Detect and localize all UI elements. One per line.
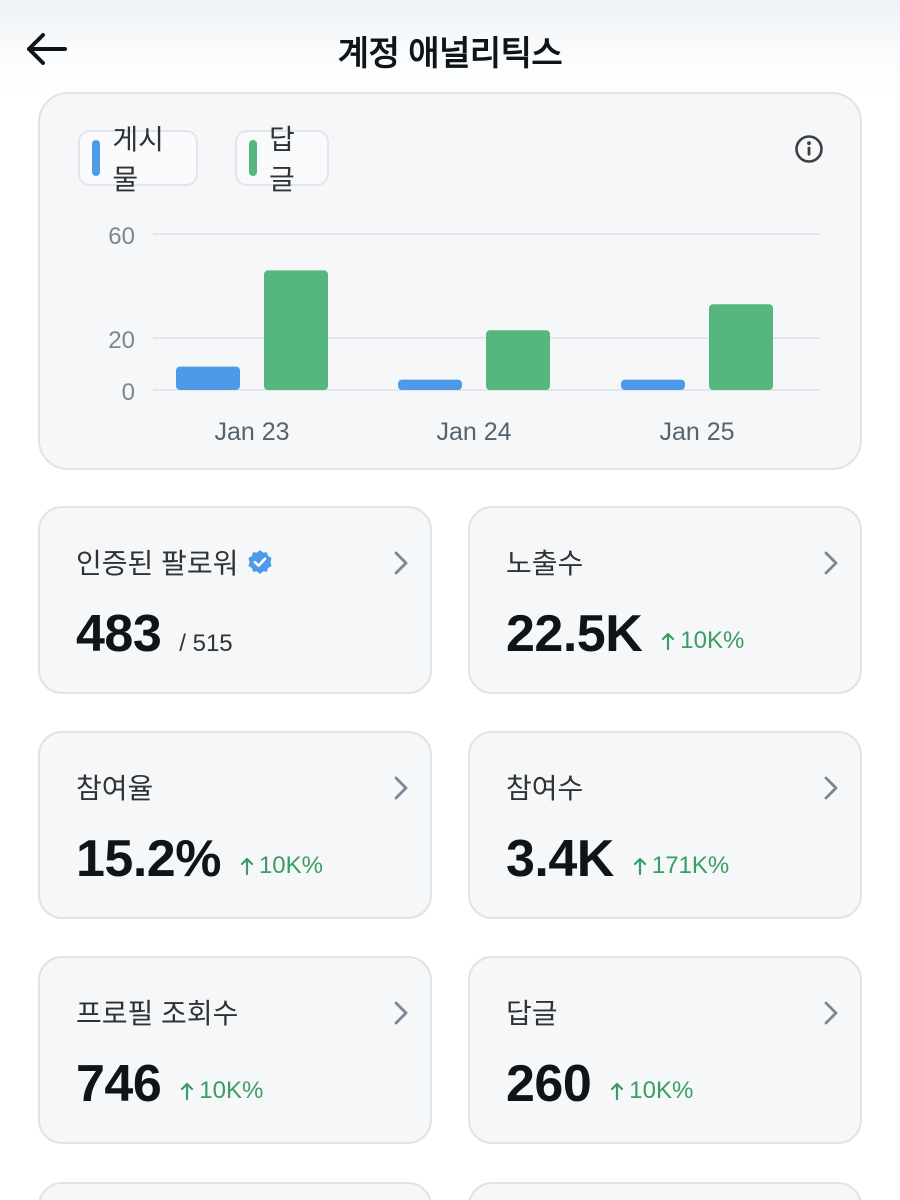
stat-change: 10K% <box>609 1077 693 1105</box>
stat-card-profile-visits[interactable]: 프로필 조회수 746 10K% <box>38 956 432 1144</box>
legend-replies-label: 답글 <box>269 124 295 195</box>
x-tick-label: Jan 23 <box>214 418 289 446</box>
stat-change-text: 171K% <box>651 852 730 879</box>
arrow-left-icon <box>27 33 67 65</box>
stat-value-row: 483 / 515 <box>76 604 233 664</box>
y-tick-label: 20 <box>108 327 135 354</box>
bar-replies-jan-23[interactable] <box>264 270 328 390</box>
arrow-up-icon <box>662 632 675 651</box>
back-button[interactable] <box>18 24 74 74</box>
stat-value: 22.5K <box>506 605 643 663</box>
stat-value: 483 <box>76 605 162 663</box>
stat-label: 프로필 조회수 <box>76 992 238 1032</box>
page-title: 계정 애널리틱스 <box>337 35 563 73</box>
verified-badge-icon <box>248 550 272 574</box>
legend-replies[interactable]: 답글 <box>235 124 329 195</box>
legend-replies-swatch <box>249 140 258 176</box>
stat-card-partial[interactable] <box>468 1182 862 1200</box>
legend-posts[interactable]: 게시물 <box>78 124 198 195</box>
legend-posts-swatch <box>92 140 101 176</box>
chevron-right-icon <box>824 776 838 800</box>
stat-label-text: 참여수 <box>506 773 584 804</box>
stat-change-text: 10K% <box>680 627 745 654</box>
stat-label: 참여수 <box>506 767 583 807</box>
chevron-right-icon <box>394 551 408 575</box>
stat-change-text: 10K% <box>199 1077 264 1104</box>
stat-total: / 515 <box>179 630 233 657</box>
arrow-up-icon <box>181 1082 194 1101</box>
stat-card-verified-followers[interactable]: 인증된 팔로워 483 / 515 <box>38 506 432 694</box>
x-tick-label: Jan 25 <box>659 418 734 446</box>
x-tick-label: Jan 24 <box>436 418 511 446</box>
stat-label-text: 답글 <box>506 998 558 1029</box>
stat-label: 참여율 <box>76 767 153 807</box>
chevron-right-icon <box>394 776 408 800</box>
chevron-right-icon <box>824 551 838 575</box>
stat-change-text: 10K% <box>629 1077 694 1104</box>
stat-value: 3.4K <box>506 830 614 888</box>
stat-card-partial[interactable] <box>38 1182 432 1200</box>
bar-chart: 0 20 60 Jan 23 Jan 24 Jan 25 <box>108 223 820 446</box>
chevron-right-icon <box>394 1001 408 1025</box>
arrow-up-icon <box>240 857 254 876</box>
arrow-up-icon <box>611 1082 624 1101</box>
legend-posts-label: 게시물 <box>112 124 164 195</box>
chevron-right-icon <box>824 1001 838 1025</box>
stat-card-impressions[interactable]: 노출수 22.5K 10K% <box>468 506 862 694</box>
stat-label-text: 인증된 팔로워 <box>76 548 239 579</box>
stat-card-replies[interactable]: 답글 260 10K% <box>468 956 862 1144</box>
stat-label-text: 프로필 조회수 <box>76 998 239 1029</box>
stat-change: 10K% <box>179 1077 263 1105</box>
bar-replies-jan-24[interactable] <box>486 330 550 390</box>
stat-label: 인증된 팔로워 <box>76 542 274 582</box>
stat-label: 답글 <box>506 992 558 1032</box>
arrow-up-icon <box>633 857 646 876</box>
stat-card-engagements[interactable]: 참여수 3.4K 171K% <box>468 731 862 919</box>
stat-value: 746 <box>76 1055 162 1113</box>
stat-value-row: 746 10K% <box>76 1054 263 1114</box>
stat-value: 260 <box>506 1055 592 1113</box>
bar-replies-jan-25[interactable] <box>709 304 773 390</box>
stat-label: 노출수 <box>506 542 583 582</box>
header: 계정 애널리틱스 <box>0 0 900 98</box>
stat-value-row: 22.5K 10K% <box>506 604 744 664</box>
stat-card-engagement-rate[interactable]: 참여율 15.2% 10K% <box>38 731 432 919</box>
stat-change: 10K% <box>239 852 323 880</box>
stat-change: 171K% <box>632 852 729 880</box>
stat-value: 15.2% <box>76 830 221 888</box>
stat-value-row: 260 10K% <box>506 1054 693 1114</box>
bar-posts-jan-23[interactable] <box>176 366 240 390</box>
stat-change-text: 10K% <box>258 852 323 879</box>
y-tick-label: 0 <box>122 379 135 406</box>
stat-value-row: 3.4K 171K% <box>506 829 729 889</box>
y-tick-label: 60 <box>108 223 135 250</box>
stat-label-text: 노출수 <box>506 548 584 579</box>
activity-chart-card: 게시물 답글 0 20 60 Jan 23 Jan 24 Jan 25 <box>38 92 862 470</box>
stat-label-text: 참여율 <box>76 773 154 804</box>
bar-posts-jan-24[interactable] <box>398 379 462 390</box>
stat-change: 10K% <box>660 627 744 655</box>
info-icon[interactable] <box>794 134 824 164</box>
stat-value-row: 15.2% 10K% <box>76 829 323 889</box>
bar-posts-jan-25[interactable] <box>621 379 685 390</box>
